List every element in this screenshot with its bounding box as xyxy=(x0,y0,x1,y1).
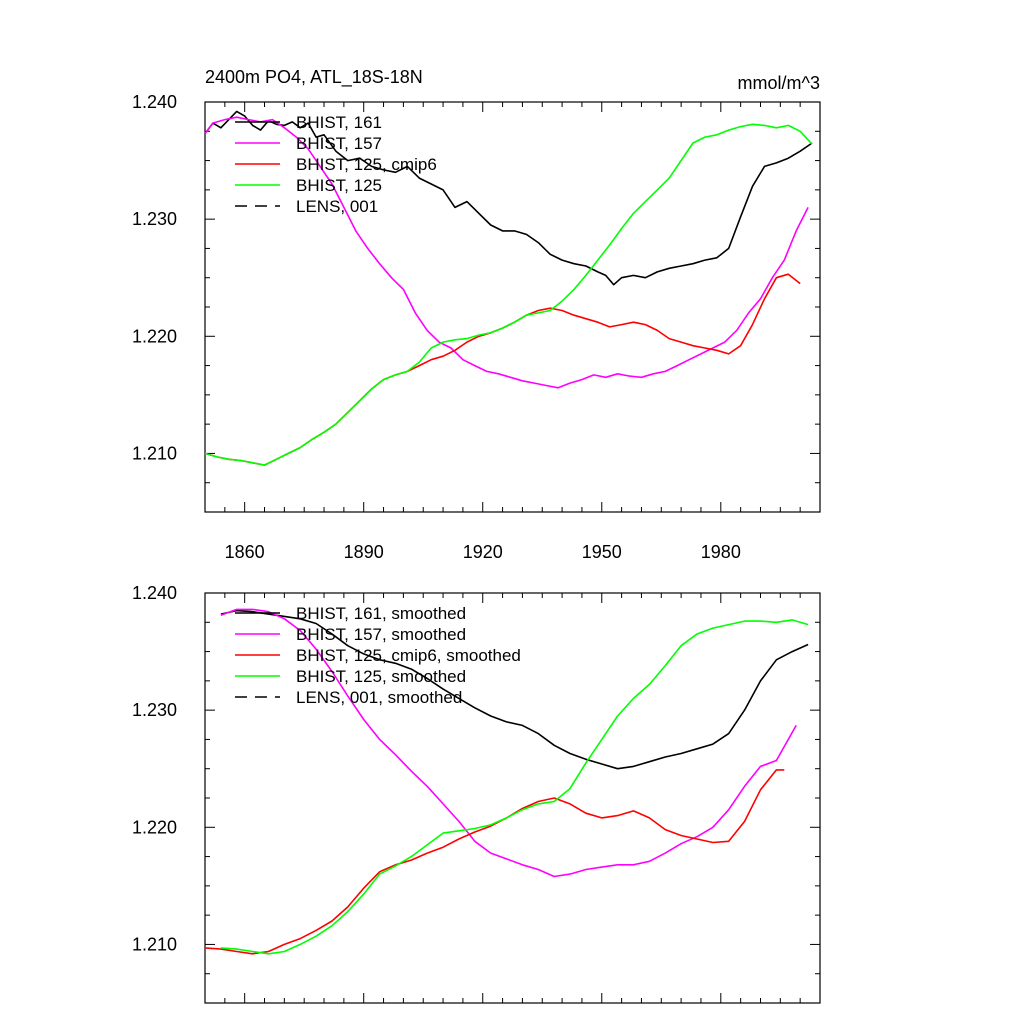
legend-label: BHIST, 125 xyxy=(296,176,382,195)
y-tick-label: 1.230 xyxy=(132,209,177,229)
legend-label: BHIST, 161 xyxy=(296,113,382,132)
series-line-1 xyxy=(204,116,809,389)
bottom-panel: 1.210 1.220 1.230 1.240 BHIST, 161, smoothed… xyxy=(132,583,821,1004)
x-tick-label: 1860 xyxy=(225,542,265,562)
legend-label: LENS, 001 xyxy=(296,197,378,216)
series-line-1 xyxy=(220,608,797,878)
y-tick-label: 1.230 xyxy=(132,700,177,720)
series-line-2 xyxy=(204,273,801,466)
legend-label: BHIST, 125, cmip6, smoothed xyxy=(296,646,521,665)
legend-label: BHIST, 125, smoothed xyxy=(296,667,466,686)
y-tick-label: 1.210 xyxy=(132,443,177,463)
x-tick-label: 1980 xyxy=(701,542,741,562)
units-label: mmol/m^3 xyxy=(738,73,820,93)
legend-label: BHIST, 125, cmip6 xyxy=(296,155,437,174)
x-tick-label: 1890 xyxy=(344,542,384,562)
legend-label: BHIST, 157, smoothed xyxy=(296,625,466,644)
y-tick-label: 1.220 xyxy=(132,326,177,346)
x-tick-label: 1920 xyxy=(463,542,503,562)
series-line-3 xyxy=(204,123,813,466)
series-line-2 xyxy=(204,769,785,955)
series-line-3 xyxy=(220,619,809,955)
legend-label: LENS, 001, smoothed xyxy=(296,688,462,707)
legend-label: BHIST, 161, smoothed xyxy=(296,604,466,623)
x-tick-label: 1950 xyxy=(582,542,622,562)
y-tick-label: 1.240 xyxy=(132,583,177,603)
y-tick-label: 1.240 xyxy=(132,92,177,112)
y-tick-label: 1.210 xyxy=(132,934,177,954)
top-panel: 1.210 1.220 1.230 1.240 1860 1890 1920 1950 1980… xyxy=(132,67,821,562)
series-line-0 xyxy=(220,609,809,770)
y-tick-label: 1.220 xyxy=(132,817,177,837)
legend-label: BHIST, 157 xyxy=(296,134,382,153)
chart-title: 2400m PO4, ATL_18S-18N xyxy=(205,67,423,88)
